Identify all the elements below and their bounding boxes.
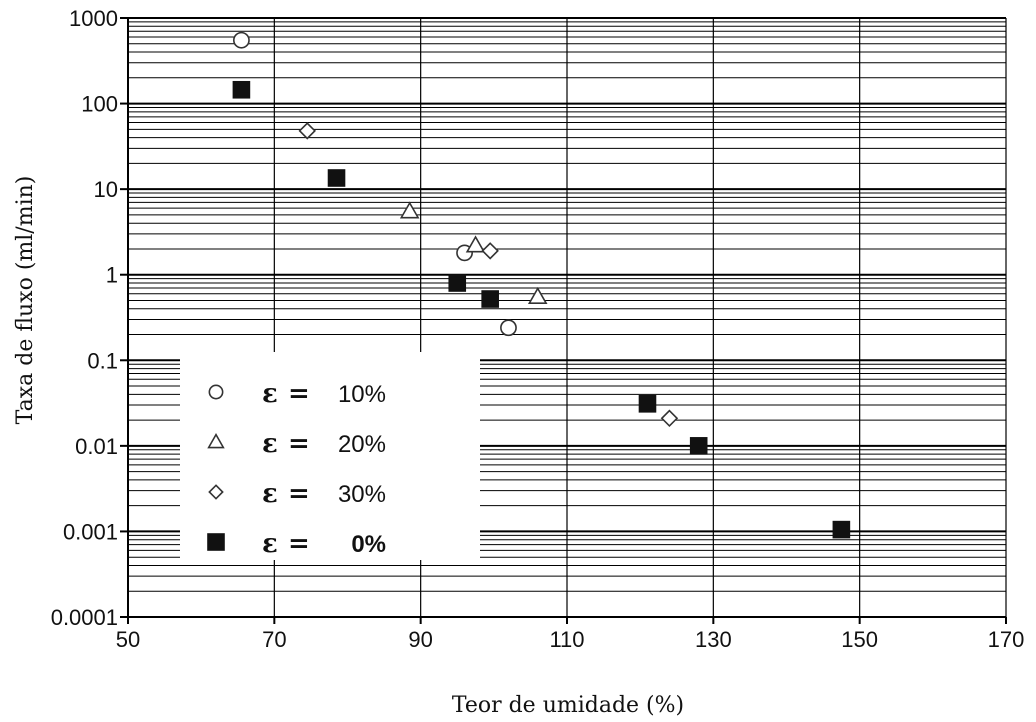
legend: ε = 10% ε = 20% ε = 30% ε = 0% (180, 352, 480, 560)
data-point-diamond (660, 409, 679, 428)
y-tick-label: 1000 (69, 6, 118, 31)
legend-label: 0% (351, 531, 386, 558)
legend-entry: ε = 20% (207, 429, 386, 459)
data-point-circle (233, 31, 250, 49)
data-point-triangle (465, 235, 486, 253)
x-axis-title: Teor de umidade (%) (452, 693, 684, 718)
data-point-square (689, 437, 708, 455)
legend-box (180, 352, 480, 560)
legend-entry: ε = 30% (208, 479, 386, 509)
data-point-square (832, 520, 851, 539)
data-point-diamond (298, 122, 316, 140)
x-tick-label: 70 (262, 627, 286, 652)
x-tick-label: 50 (116, 627, 140, 652)
legend-label: 10% (338, 381, 386, 408)
data-point-triangle (527, 286, 548, 305)
data-point-square (232, 80, 251, 99)
legend-equals: = (288, 429, 310, 459)
data-point-diamond (481, 242, 499, 260)
y-tick-label: 0.01 (75, 434, 118, 459)
legend-marker-square (207, 533, 225, 551)
legend-marker-diamond (208, 484, 224, 500)
legend-marker-triangle (207, 433, 225, 449)
legend-entry: ε = 10% (208, 379, 386, 409)
legend-equals: = (288, 379, 310, 409)
y-tick-label: 0.001 (63, 519, 118, 544)
data-points (232, 31, 851, 539)
y-tick-label: 100 (81, 92, 118, 117)
data-point-square (448, 274, 467, 292)
x-tick-label: 150 (841, 627, 878, 652)
y-tick-label: 0.0001 (51, 605, 118, 630)
y-tick-label: 0.1 (87, 348, 118, 373)
x-tick-label: 90 (408, 627, 432, 652)
x-tick-label: 130 (695, 627, 732, 652)
data-point-circle (500, 319, 517, 337)
legend-equals: = (288, 529, 310, 559)
y-tick-label: 1 (106, 263, 118, 288)
legend-entry: ε = 0% (207, 529, 386, 559)
legend-epsilon: ε (262, 529, 278, 559)
legend-epsilon: ε (262, 479, 278, 509)
x-tick-label: 110 (549, 627, 584, 652)
legend-equals: = (288, 479, 310, 509)
data-point-square (638, 395, 657, 413)
data-point-square (481, 290, 499, 308)
legend-epsilon: ε (262, 379, 278, 409)
legend-marker-circle (208, 384, 224, 400)
y-axis-title: Taxa de fluxo (ml/min) (13, 176, 38, 425)
y-tick-label: 10 (94, 177, 118, 202)
data-point-square (327, 169, 346, 187)
legend-label: 20% (338, 431, 386, 458)
x-tick-label: 170 (988, 627, 1025, 652)
legend-epsilon: ε (262, 429, 278, 459)
data-point-triangle (399, 201, 420, 219)
legend-label: 30% (338, 481, 386, 508)
